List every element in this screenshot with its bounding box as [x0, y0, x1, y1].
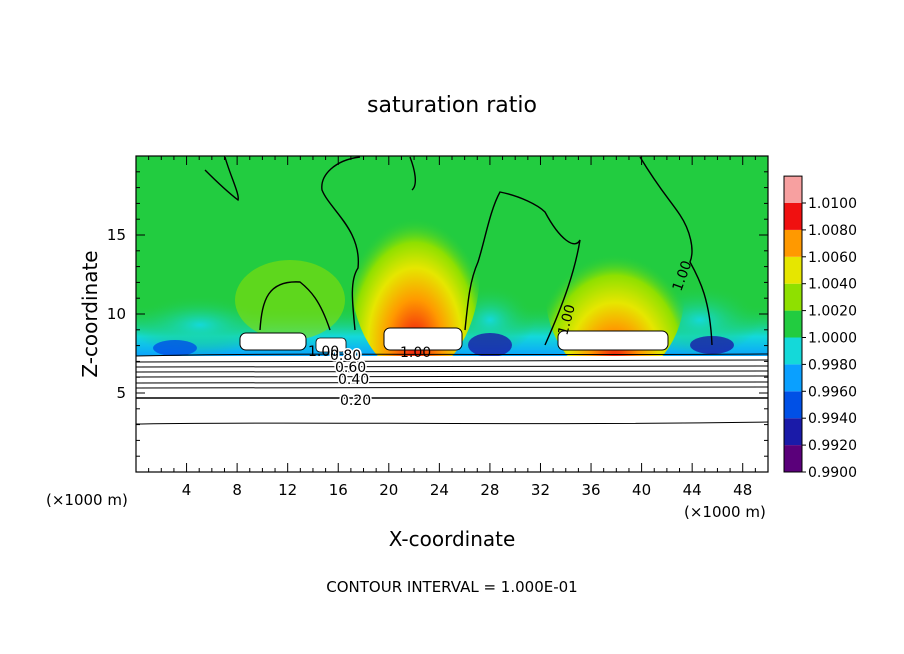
- colorbar-swatch: [784, 176, 802, 203]
- y-axis-label: Z-coordinate: [78, 250, 102, 377]
- contour-label: 0.40: [338, 372, 369, 388]
- colorbar-label: 0.9940: [808, 411, 857, 427]
- contour-label: 0.60: [335, 360, 366, 376]
- contour-line: [204, 156, 239, 202]
- x-axis: 4 8 12 16 20 24 28 32 36 40 44 48: [148, 156, 756, 499]
- x-axis-unit: (×1000 m): [46, 491, 128, 509]
- cyan-region: [136, 295, 270, 355]
- colorbar-swatch: [784, 418, 802, 446]
- x-tick-label: 40: [632, 481, 651, 499]
- colorbar-swatch: [784, 364, 802, 392]
- white-cap: [557, 330, 669, 351]
- colorbar-label: 1.0060: [808, 250, 857, 266]
- x-tick-label: 20: [379, 481, 398, 499]
- x-tick-label: 32: [531, 481, 550, 499]
- colorbar-label: 1.0080: [808, 223, 857, 239]
- y-axis: 5 10 15: [107, 171, 768, 457]
- contour-line: [136, 365, 768, 368]
- colorbar-swatch: [784, 283, 802, 311]
- contour-line: [464, 191, 581, 346]
- colorbar-swatch: [784, 337, 802, 365]
- x-tick-label: 12: [278, 481, 297, 499]
- contour-label: 1.00: [400, 345, 431, 361]
- x-axis-label: X-coordinate: [389, 527, 516, 551]
- blue-region: [468, 333, 512, 357]
- colorbar-label: 0.9920: [808, 438, 857, 454]
- contour-labels: 0.20 0.40 0.60 0.80 1.00 1.00 1.00 1.00: [308, 259, 695, 411]
- colorbar-label: 1.0040: [808, 277, 857, 293]
- colorbar-swatch: [784, 229, 802, 257]
- y-tick-label: 5: [116, 384, 126, 402]
- colorbar-swatch: [784, 310, 802, 338]
- white-cap: [315, 337, 347, 353]
- subsaturated-layer: [136, 356, 768, 472]
- x-tick-label: 28: [480, 481, 499, 499]
- contour-line: [136, 375, 768, 378]
- plot-area: [136, 156, 768, 472]
- contour-label: 0.20: [340, 393, 371, 409]
- contour-line: [136, 381, 768, 384]
- colorbar-label: 0.9980: [808, 357, 857, 373]
- x-tick-label: 48: [733, 481, 752, 499]
- colorbar-label: 1.0020: [808, 304, 857, 320]
- contour-line: [321, 156, 361, 331]
- x-tick-label: 44: [683, 481, 702, 499]
- blue-region: [153, 340, 197, 356]
- x-tick-label: 16: [329, 481, 348, 499]
- contour-line: [136, 359, 768, 363]
- white-cap: [383, 327, 463, 351]
- x-tick-label: 8: [232, 481, 242, 499]
- colorbar-swatch: [784, 391, 802, 419]
- contour-line: [259, 281, 331, 331]
- white-cap: [239, 332, 307, 351]
- y-tick-label: 15: [107, 226, 126, 244]
- x-tick-label: 4: [182, 481, 192, 499]
- contour-interval-note: CONTOUR INTERVAL = 1.000E-01: [326, 578, 577, 596]
- contour-line: [136, 421, 768, 425]
- contour-label: 0.80: [330, 348, 361, 364]
- x-tick-label: 24: [430, 481, 449, 499]
- colorbar-label: 1.0000: [808, 331, 857, 347]
- contour-line: [136, 386, 768, 389]
- moist-plume: [545, 200, 685, 380]
- contour-line: [136, 370, 768, 373]
- contour-line: [409, 156, 417, 191]
- colorbar: 0.9900 0.9920 0.9940 0.9960 0.9980 1.0000 1.00…: [783, 175, 857, 481]
- colorbar-label: 0.9900: [808, 465, 857, 481]
- colorbar-label: 1.0100: [808, 196, 857, 212]
- colorbar-swatch: [784, 256, 802, 284]
- y-axis-unit: (×1000 m): [684, 503, 766, 521]
- contour-line: [136, 397, 768, 399]
- colorbar-swatch: [784, 445, 802, 472]
- yellow-green-region: [235, 260, 345, 340]
- contour-line: [136, 353, 768, 357]
- moist-plume: [350, 165, 480, 375]
- x-tick-label: 36: [581, 481, 600, 499]
- contour-label: 1.00: [555, 303, 579, 337]
- contour-line: [639, 156, 713, 346]
- y-tick-label: 10: [107, 305, 126, 323]
- colorbar-swatch: [784, 203, 802, 230]
- chart-title: saturation ratio: [367, 93, 537, 118]
- contour-label: 1.00: [308, 344, 339, 360]
- colorbar-label: 0.9960: [808, 384, 857, 400]
- colorbar-frame: [783, 175, 803, 473]
